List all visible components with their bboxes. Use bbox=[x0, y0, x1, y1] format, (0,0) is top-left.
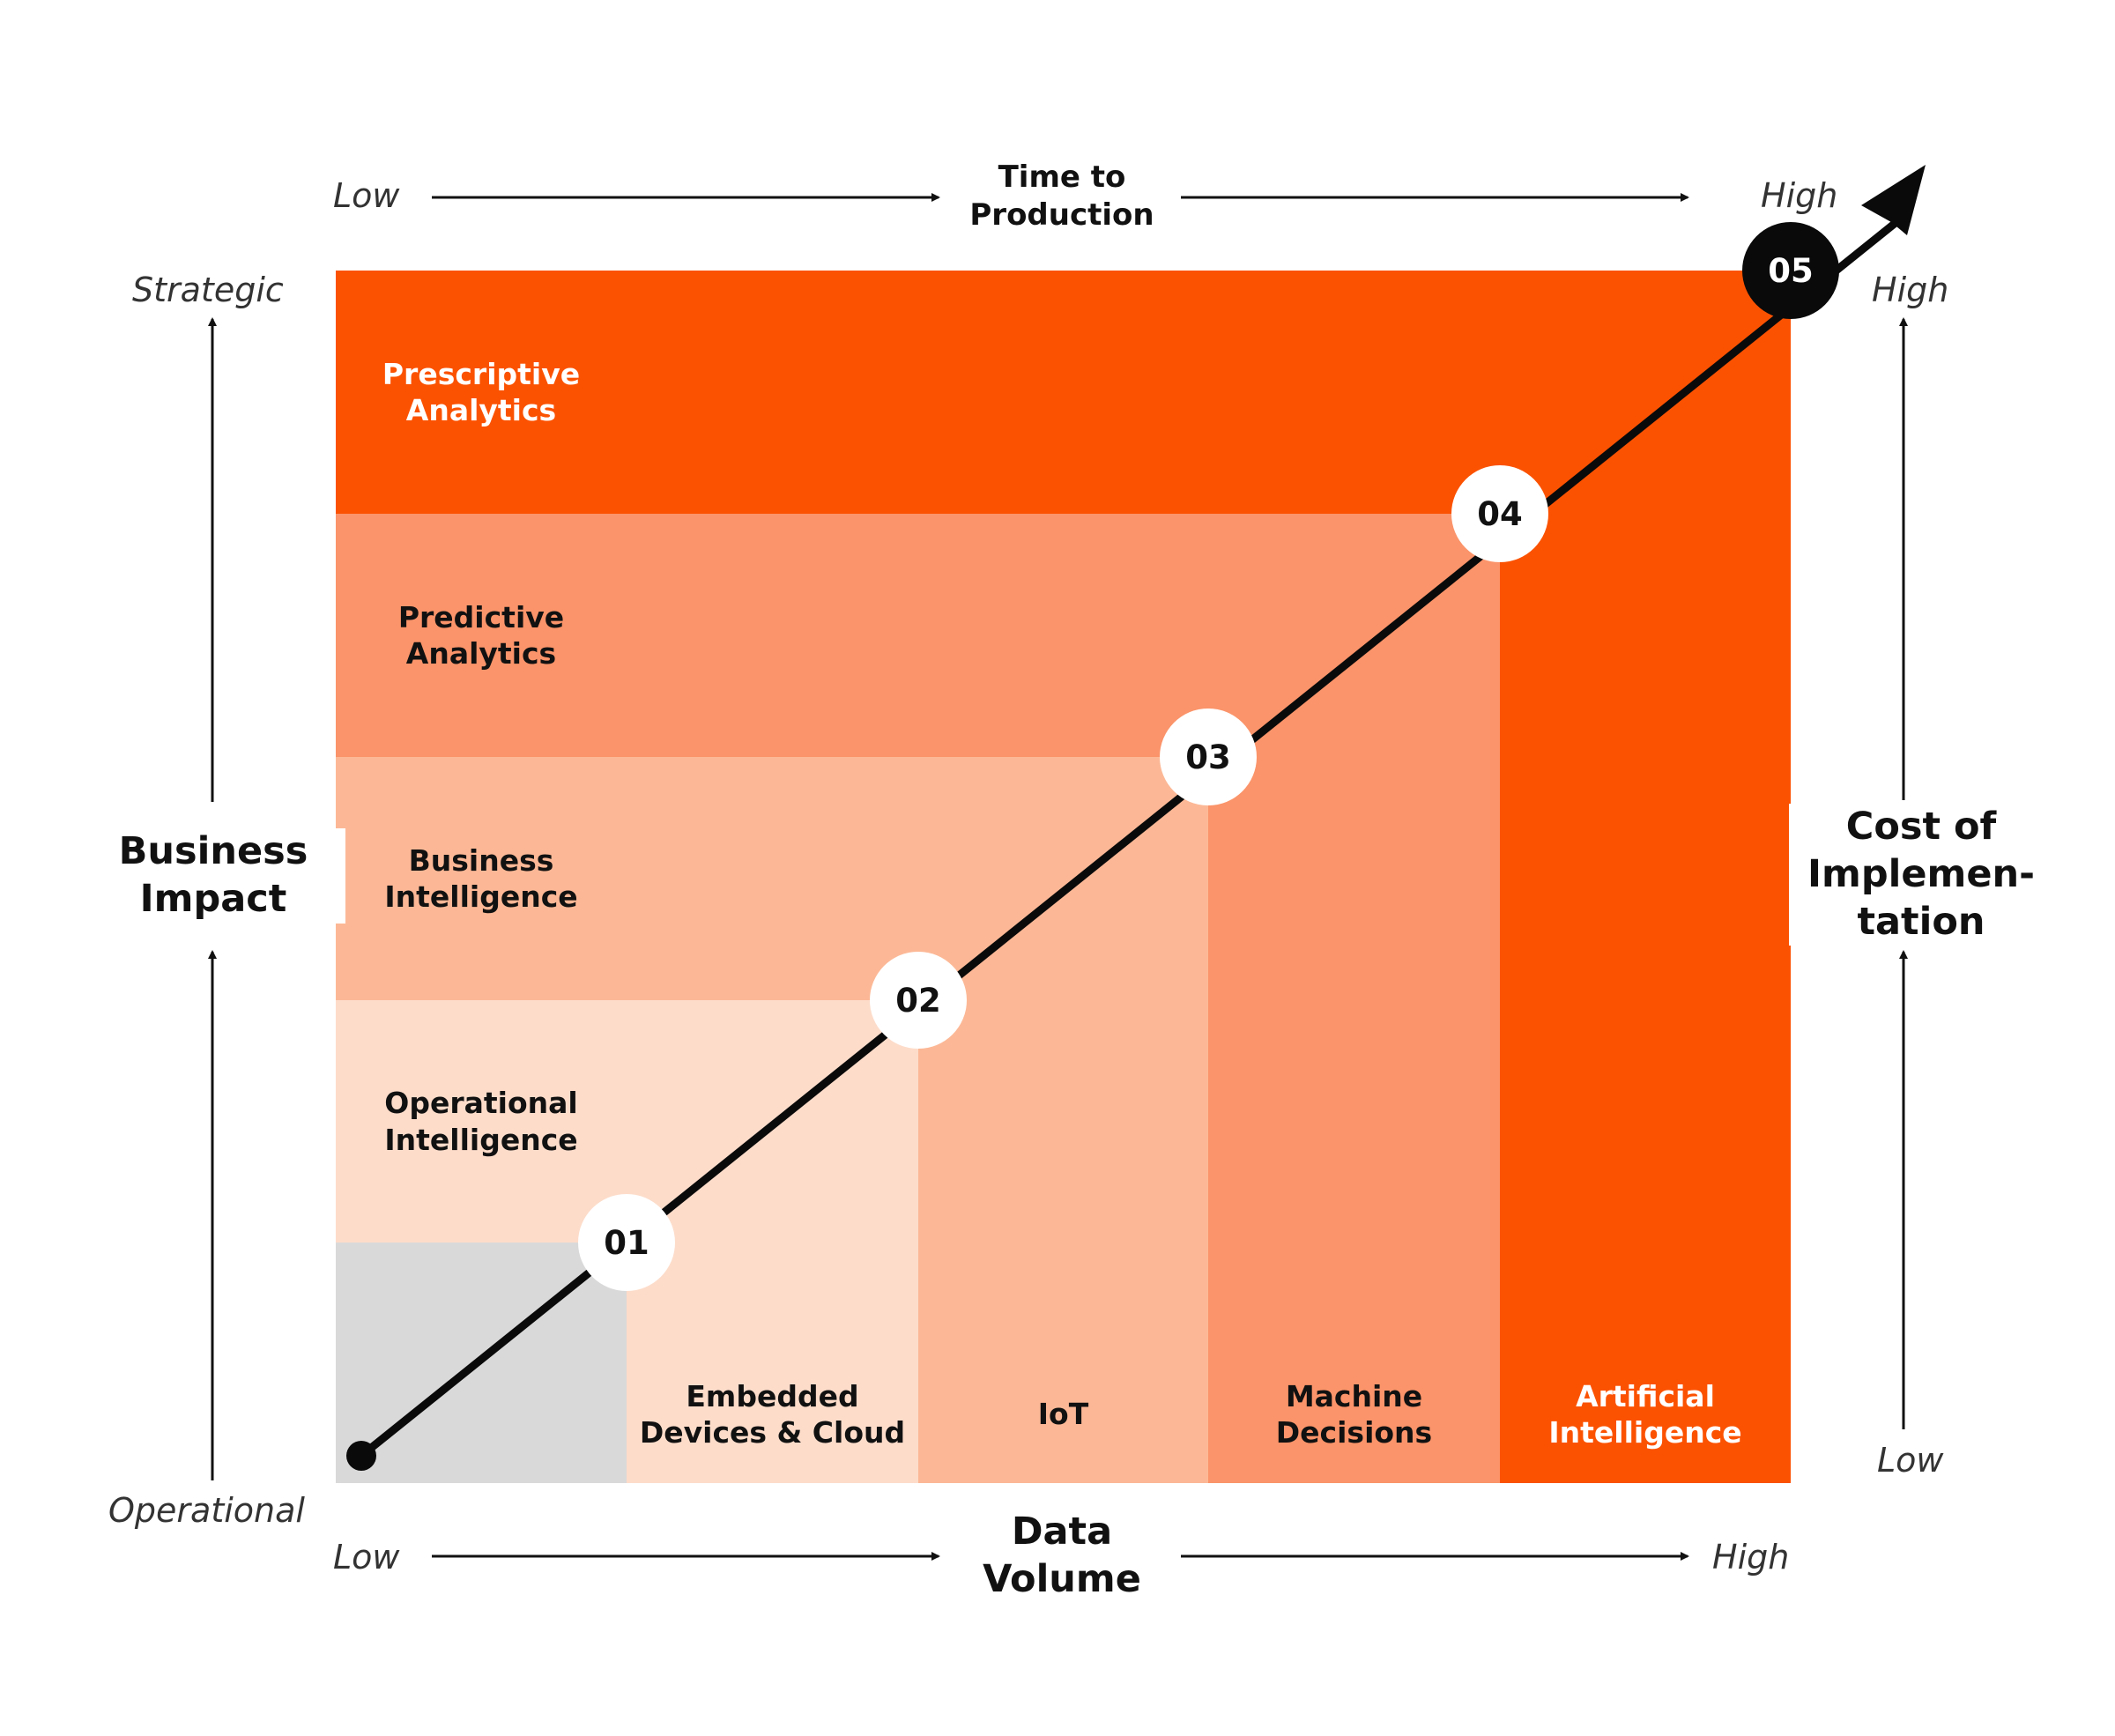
origin-dot bbox=[346, 1441, 376, 1471]
top-axis-high: High bbox=[1761, 176, 1838, 215]
step-circle-03: 03 bbox=[1160, 708, 1257, 805]
bottom-axis-title: Data Volume bbox=[983, 1510, 1141, 1601]
step-label-02: 02 bbox=[895, 982, 941, 1020]
column-label-ai: Artificial Intelligence bbox=[1548, 1378, 1742, 1450]
right-axis-top: High bbox=[1872, 271, 1949, 309]
right-axis-title: Cost of Implemen- tation bbox=[1789, 804, 2053, 946]
row-label-predictive: Predictive Analytics bbox=[397, 599, 565, 671]
step-circle-01: 01 bbox=[578, 1194, 675, 1291]
top-axis-low: Low bbox=[333, 176, 400, 215]
row-label-prescriptive: Prescriptive Analytics bbox=[382, 356, 581, 427]
row-label-business-intelligence: Business Intelligence bbox=[384, 842, 578, 914]
step-circle-04: 04 bbox=[1451, 465, 1548, 562]
column-label-iot: IoT bbox=[1037, 1397, 1089, 1432]
step-label-04: 04 bbox=[1477, 495, 1523, 533]
step-label-05: 05 bbox=[1768, 252, 1814, 290]
step-circle-05: 05 bbox=[1742, 222, 1839, 319]
left-axis-title: Business Impact bbox=[81, 828, 345, 924]
row-label-operational-intelligence: Operational Intelligence bbox=[384, 1086, 578, 1157]
step-label-01: 01 bbox=[604, 1224, 649, 1262]
bottom-axis-high: High bbox=[1712, 1538, 1790, 1576]
left-axis-top: Strategic bbox=[132, 271, 284, 309]
top-axis-title: Time to Production bbox=[969, 160, 1154, 233]
progression-arrowhead bbox=[1861, 165, 1926, 235]
bottom-axis-low: Low bbox=[333, 1538, 400, 1576]
left-axis-bottom: Operational bbox=[108, 1491, 305, 1530]
step-circle-02: 02 bbox=[870, 952, 967, 1049]
right-axis-bottom: Low bbox=[1877, 1441, 1944, 1480]
column-label-machine-decisions: Machine Decisions bbox=[1275, 1378, 1433, 1450]
column-label-embedded: Embedded Devices & Cloud bbox=[639, 1378, 906, 1450]
step-label-03: 03 bbox=[1185, 738, 1231, 776]
